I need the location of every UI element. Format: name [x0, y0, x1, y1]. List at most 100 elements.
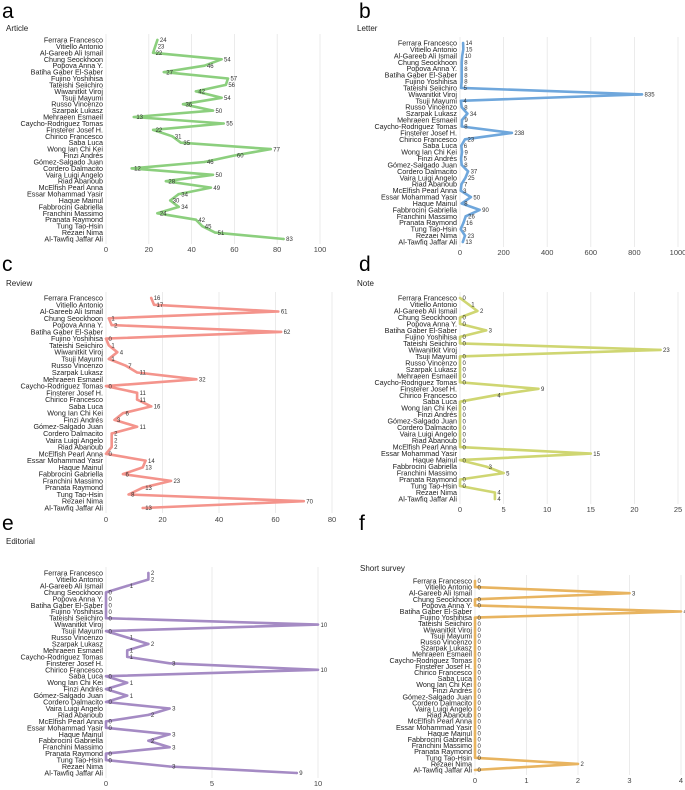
author-label: Finsterer Josef H. [415, 662, 472, 671]
data-point [463, 234, 467, 237]
data-point [171, 135, 174, 138]
data-point [476, 309, 479, 313]
author-label: Vitiello Antonio [56, 575, 103, 584]
x-tick-label: 80 [273, 245, 281, 254]
data-point [473, 628, 477, 631]
x-tick-label: 3 [627, 776, 631, 785]
data-point [460, 183, 463, 186]
data-label: 0 [478, 597, 482, 603]
data-point [302, 500, 305, 503]
data-point [473, 695, 477, 699]
data-label: 24 [160, 38, 167, 44]
data-label: 1 [130, 584, 134, 590]
data-point [458, 322, 462, 326]
data-label: 4 [497, 393, 501, 399]
data-point [589, 452, 592, 455]
author-label: Mehraeen Esmaeil [397, 371, 457, 380]
data-label: 24 [160, 212, 167, 218]
data-label: 3 [172, 732, 176, 738]
data-point [213, 231, 217, 234]
data-point [126, 636, 129, 639]
author-label: Tateishi Seiichiro [49, 341, 103, 350]
data-point [147, 642, 150, 646]
data-point [104, 616, 108, 620]
author-label: Vaira Luigi Angelo [46, 170, 103, 179]
author-label: Essar Mohammad Yasir [27, 456, 104, 465]
data-label: 14 [148, 459, 155, 465]
author-label: Rezaei Nima [416, 488, 457, 497]
author-label: Popova Anna Y. [53, 321, 104, 330]
author-label: Wiwanitkit Viroj [423, 625, 472, 634]
data-label: 9 [464, 150, 468, 156]
data-label: 1 [111, 317, 115, 323]
data-point [458, 458, 462, 462]
data-label: 16 [466, 221, 473, 227]
x-tick-label: 5 [502, 505, 506, 514]
data-point [104, 758, 108, 762]
author-label: Popova Anna Y. [53, 594, 104, 603]
author-label: McElfish Pearl Anna [408, 717, 472, 726]
data-label: 13 [145, 506, 152, 512]
data-label: 0 [478, 634, 482, 640]
data-point [104, 726, 108, 730]
data-label: 60 [237, 154, 244, 160]
data-label: 0 [463, 355, 467, 361]
data-label: 11 [140, 425, 147, 431]
data-point [141, 466, 144, 469]
author-label: Tateishi Seiichiro [403, 339, 457, 348]
data-point [295, 771, 298, 775]
data-point [473, 713, 477, 717]
data-point [147, 578, 150, 581]
data-point [659, 348, 662, 352]
author-label: Finsterer Josef H. [400, 128, 457, 137]
author-label: Pranata Raymond [45, 749, 103, 758]
author-label: Batiha Gaber El-Saber [31, 601, 104, 610]
data-label: 49 [213, 186, 220, 192]
author-label: Finzi Andrés [63, 685, 103, 694]
data-point [168, 707, 171, 710]
author-label: Mehraeen Esmaeil [43, 646, 103, 655]
author-label: Essar Mohammad Yasir [27, 190, 104, 199]
data-point [458, 432, 462, 436]
data-label: 8 [464, 67, 468, 73]
data-label: 0 [478, 622, 482, 628]
data-label: 0 [478, 695, 482, 701]
data-label: 45 [205, 224, 212, 230]
data-label: 17 [157, 303, 164, 309]
author-label: Chirico Francesco [399, 391, 457, 400]
author-label: Ferrara Francesco [44, 36, 103, 45]
data-point [107, 357, 111, 361]
data-point [640, 93, 644, 96]
data-label: 13 [136, 115, 143, 121]
data-label: 0 [478, 646, 482, 652]
series-line [458, 296, 662, 501]
data-point [458, 342, 462, 345]
author-label: Al-Tawfiq Jaffar Ali [413, 766, 472, 775]
data-label: 90 [482, 208, 489, 214]
data-point [135, 371, 139, 374]
author-label: Batiha Gaber El-Saber [400, 607, 473, 616]
author-label: Vaira Luigi Angelo [415, 705, 472, 714]
data-point [458, 419, 462, 423]
author-label: Tsuji Mayumi [415, 96, 457, 105]
data-point [316, 623, 320, 626]
data-label: 1 [471, 303, 475, 309]
data-label: 70 [306, 499, 313, 505]
author-label: Finsterer Josef H. [46, 388, 103, 397]
author-label: Russo Vincenzo [51, 633, 103, 642]
data-point [282, 237, 285, 241]
author-label: Russo Vincenzo [51, 361, 103, 370]
author-label: Chirico Francesco [45, 132, 103, 141]
author-label: Wiwanitkit Viroj [408, 90, 457, 99]
data-point [459, 86, 463, 90]
data-label: 2 [114, 432, 118, 438]
data-point [464, 215, 467, 218]
data-label: 0 [109, 720, 113, 726]
data-point [151, 51, 155, 55]
data-label: 2 [480, 309, 484, 315]
data-label: 0 [109, 726, 113, 732]
author-label: Chung Seockhoon [44, 55, 103, 64]
data-label: 8 [464, 80, 468, 86]
x-tick-label: 0 [473, 776, 477, 785]
